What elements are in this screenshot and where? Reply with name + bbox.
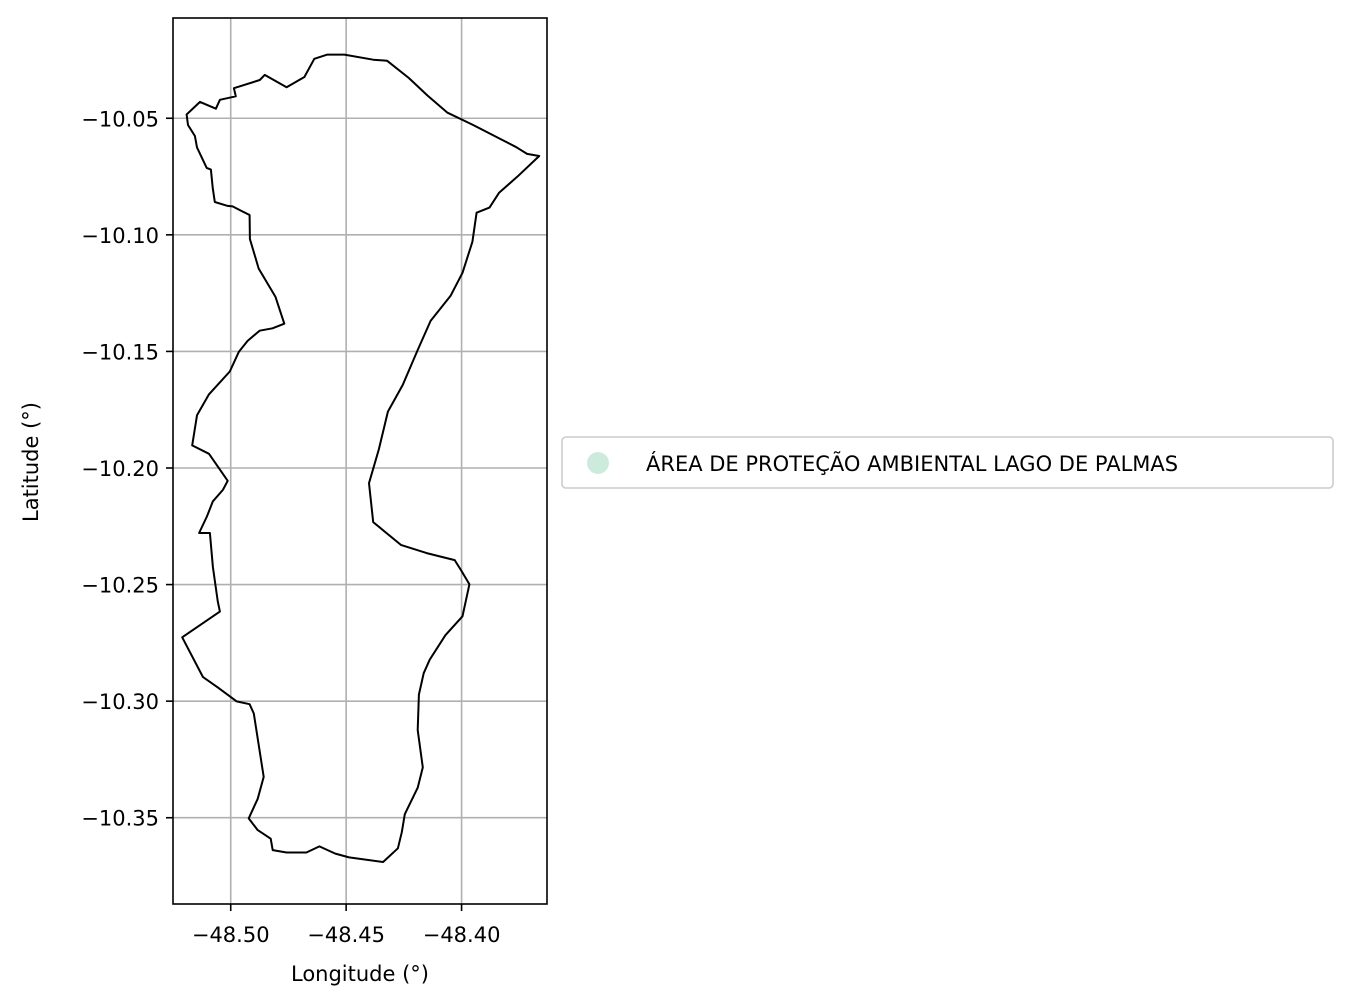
x-tick-label: −48.45 [307, 923, 385, 947]
x-tick-label: −48.40 [423, 923, 501, 947]
x-ticks: −48.50 −48.45 −48.40 [192, 904, 501, 947]
y-ticks: −10.05 −10.10 −10.15 −10.20 −10.25 −10.30 −10.… [81, 107, 173, 831]
legend-marker [587, 452, 609, 474]
y-tick-label: −10.20 [81, 457, 159, 481]
legend-frame [561, 436, 1334, 489]
y-tick-label: −10.05 [81, 107, 159, 131]
axes-frame [172, 17, 548, 905]
x-tick-label: −48.50 [192, 923, 270, 947]
y-tick-label: −10.10 [81, 224, 159, 248]
legend: ÁREA DE PROTEÇÃO AMBIENTAL LAGO DE PALMA… [561, 436, 1334, 489]
legend-label: ÁREA DE PROTEÇÃO AMBIENTAL LAGO DE PALMA… [646, 450, 1178, 476]
x-axis-label: Longitude (°) [291, 962, 429, 986]
y-tick-label: −10.25 [81, 574, 159, 598]
y-tick-label: −10.35 [81, 807, 159, 831]
grid-lines [173, 18, 547, 904]
region-outline-apa-lago-de-palmas [181, 53, 541, 863]
y-tick-label: −10.15 [81, 340, 159, 364]
y-axis-label: Latitude (°) [19, 402, 43, 522]
y-tick-label: −10.30 [81, 690, 159, 714]
